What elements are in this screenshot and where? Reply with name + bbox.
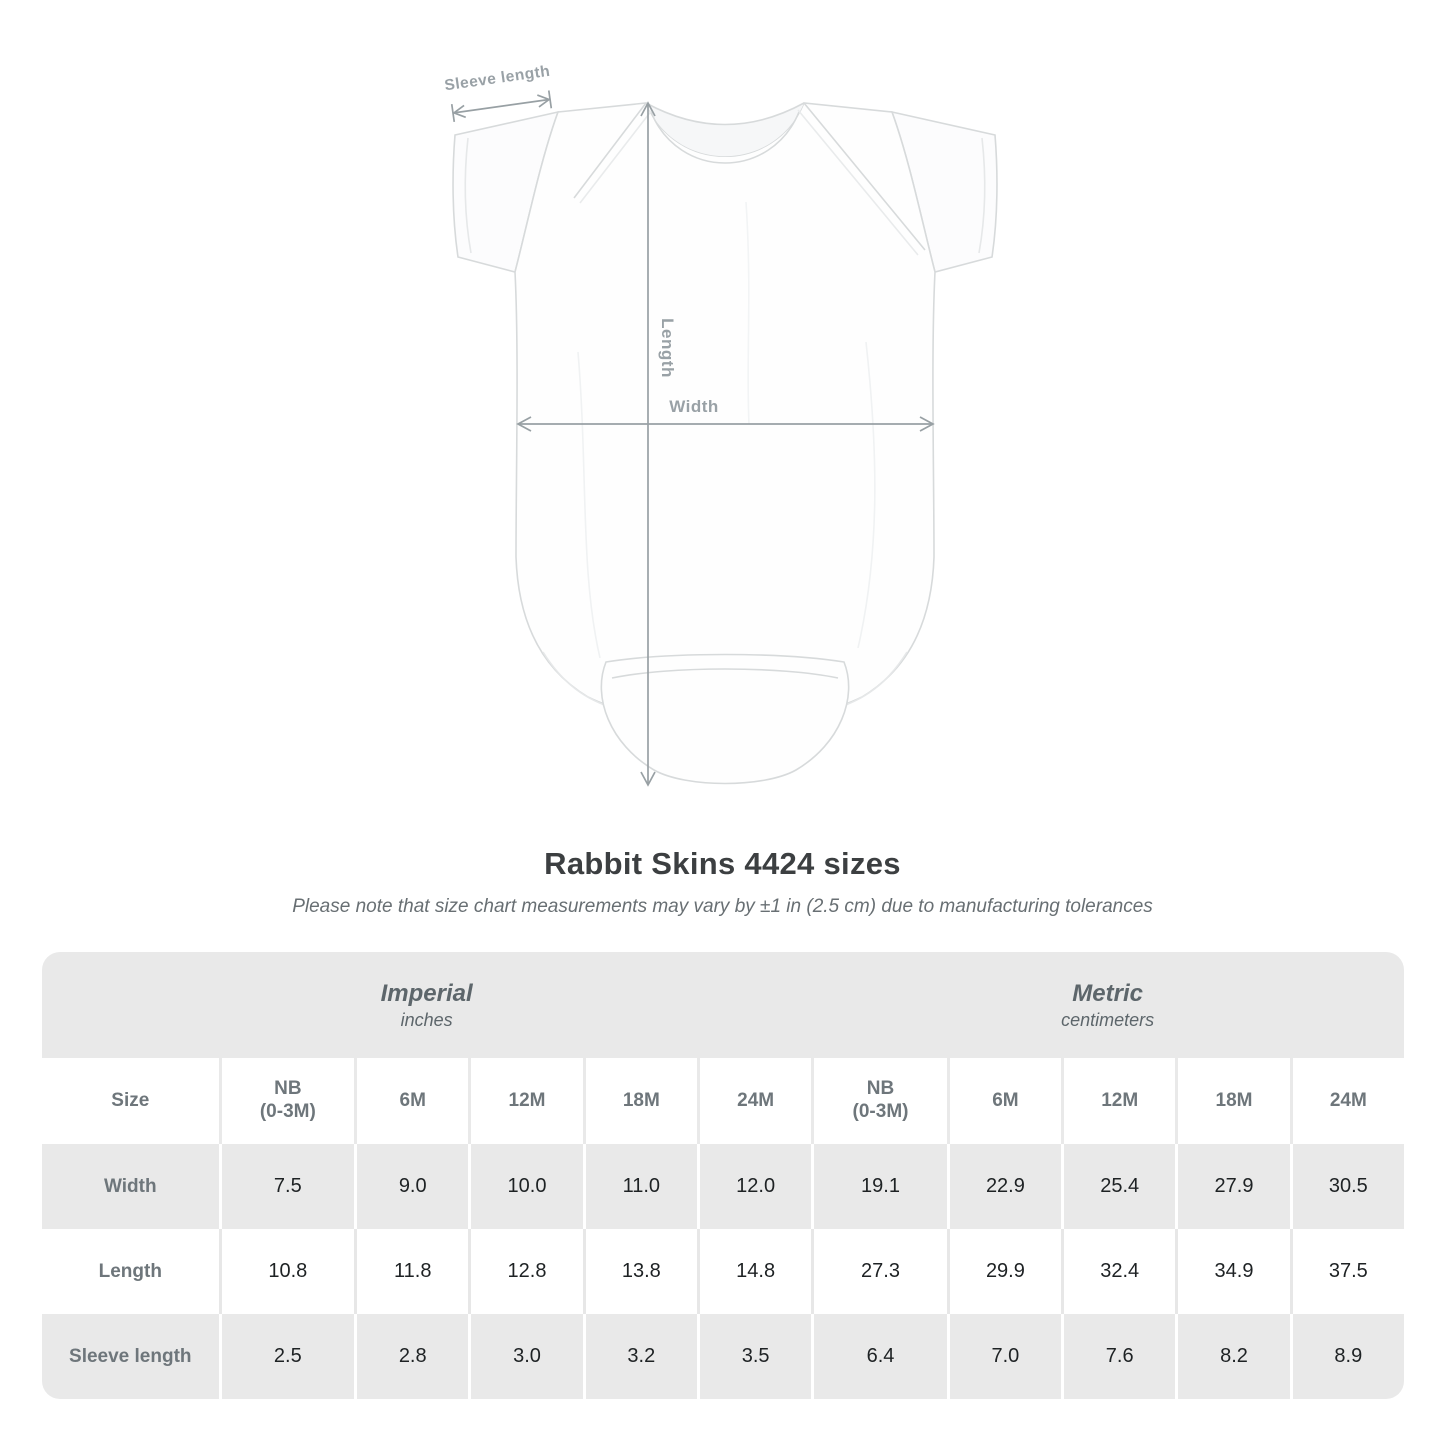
measurement-annotations (450, 90, 935, 787)
cell: 34.9 (1175, 1229, 1290, 1314)
imperial-unit: inches (400, 1009, 453, 1030)
left-shoulder-flap (573, 102, 647, 199)
col-header-metric-18m: 18M (1175, 1058, 1290, 1144)
cell: 3.5 (696, 1314, 812, 1399)
cell: 8.2 (1175, 1314, 1290, 1399)
size-header-cell: Size (42, 1058, 219, 1144)
cell: 14.8 (696, 1229, 812, 1314)
cell: 9.0 (354, 1144, 469, 1229)
cell: 11.8 (354, 1229, 469, 1314)
cell: 22.9 (946, 1144, 1062, 1229)
bodysuit-drawing (452, 102, 998, 785)
length-arrow (640, 101, 656, 787)
col-header-metric-nb: NB (0-3M) (811, 1058, 947, 1144)
cell: 32.4 (1061, 1229, 1176, 1314)
row-label-width: Width (42, 1144, 219, 1229)
cell: 2.8 (354, 1314, 469, 1399)
cell: 7.6 (1061, 1314, 1176, 1399)
metric-group-header: Metric centimeters (811, 952, 1404, 1058)
unit-group-header-row: Imperial inches Metric centimeters (42, 952, 1404, 1058)
cell: 12.0 (696, 1144, 812, 1229)
size-table: Imperial inches Metric centimeters Size … (42, 952, 1404, 1399)
size-header-row: Size NB (0-3M) 6M 12M 18M 24M NB (0-3M) 6M… (42, 1058, 1404, 1144)
cell: 10.8 (218, 1229, 355, 1314)
cell: 19.1 (811, 1144, 947, 1229)
page-title: Rabbit Skins 4424 sizes (544, 846, 901, 881)
sleeve-length-label: Sleeve length (443, 63, 551, 95)
col-header-metric-24m: 24M (1289, 1058, 1404, 1144)
crotch-flap (600, 653, 850, 785)
imperial-group-header: Imperial inches (42, 952, 812, 1058)
col-header-imperial-12m: 12M (468, 1058, 583, 1144)
col-header-imperial-18m: 18M (582, 1058, 697, 1144)
row-label-length: Length (42, 1229, 219, 1314)
cell: 12.8 (468, 1229, 583, 1314)
cell: 27.9 (1175, 1144, 1290, 1229)
cell: 3.2 (582, 1314, 697, 1399)
row-label-sleeve-length: Sleeve length (42, 1314, 219, 1399)
cell: 37.5 (1289, 1229, 1404, 1314)
col-header-metric-6m: 6M (946, 1058, 1062, 1144)
width-label: Width (669, 397, 719, 416)
sleeve-length-arrow (450, 90, 553, 123)
metric-label: Metric (1072, 979, 1143, 1007)
cell: 27.3 (811, 1229, 947, 1314)
length-label: Length (658, 318, 677, 378)
cell: 3.0 (468, 1314, 583, 1399)
cell: 13.8 (582, 1229, 697, 1314)
col-header-imperial-24m: 24M (696, 1058, 812, 1144)
right-shoulder-flap (803, 102, 926, 251)
cell: 11.0 (582, 1144, 697, 1229)
tolerance-note: Please note that size chart measurements… (292, 896, 1153, 917)
cell: 7.0 (946, 1314, 1062, 1399)
cell: 30.5 (1289, 1144, 1404, 1229)
width-row: Width 7.5 9.0 10.0 11.0 12.0 19.1 22.9 2… (42, 1144, 1404, 1229)
cell: 8.9 (1289, 1314, 1404, 1399)
metric-unit: centimeters (1061, 1009, 1155, 1030)
cell: 10.0 (468, 1144, 583, 1229)
sleeve-length-row: Sleeve length 2.5 2.8 3.0 3.2 3.5 6.4 7.… (42, 1314, 1404, 1399)
width-arrow (516, 416, 935, 432)
cell: 25.4 (1061, 1144, 1176, 1229)
col-header-imperial-nb: NB (0-3M) (218, 1058, 355, 1144)
length-row: Length 10.8 11.8 12.8 13.8 14.8 27.3 29.… (42, 1229, 1404, 1314)
imperial-label: Imperial (380, 979, 473, 1007)
cell: 29.9 (946, 1229, 1062, 1314)
cell: 6.4 (811, 1314, 947, 1399)
bodysuit-measurement-diagram: Sleeve length Length Width (443, 63, 998, 787)
col-header-metric-12m: 12M (1061, 1058, 1176, 1144)
neckline (646, 103, 804, 157)
col-header-imperial-6m: 6M (354, 1058, 469, 1144)
cell: 2.5 (218, 1314, 355, 1399)
cell: 7.5 (218, 1144, 355, 1229)
